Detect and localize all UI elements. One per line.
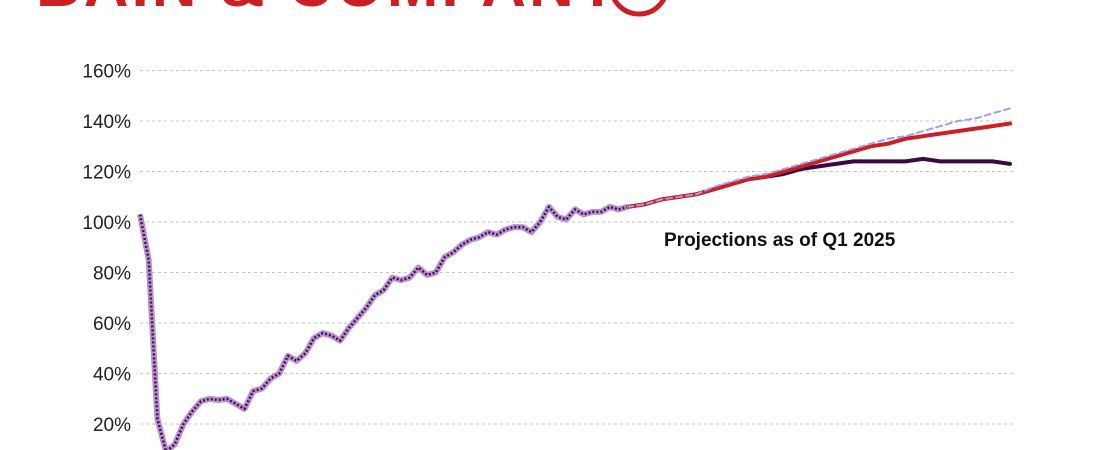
- logo-text: BAIN & COMPANY: [36, 0, 621, 20]
- grid: [140, 70, 1016, 425]
- y-tick-label: 140%: [82, 112, 131, 133]
- plot-area: [137, 107, 1012, 450]
- y-tick-label: 20%: [93, 415, 131, 436]
- y-tick-label: 100%: [82, 213, 131, 234]
- projection-series-line-3: [626, 107, 1011, 208]
- projection-annotation: Projections as of Q1 2025: [664, 230, 896, 251]
- y-tick-label: 160%: [82, 62, 131, 83]
- logo: BAIN & COMPANY: [36, 0, 667, 20]
- y-tick-label: 120%: [82, 163, 131, 184]
- history-series-dash-overlay: [138, 205, 628, 450]
- projection-series-line-1: [625, 156, 1012, 209]
- y-tick-label: 40%: [93, 365, 131, 386]
- history-series-line: [137, 203, 629, 450]
- logo-circle-icon: [611, 0, 667, 17]
- y-tick-label: 60%: [93, 314, 131, 335]
- y-axis: 20% 40% 60% 80% 100% 120% 140% 160%: [82, 62, 131, 437]
- y-tick-label: 80%: [93, 264, 131, 285]
